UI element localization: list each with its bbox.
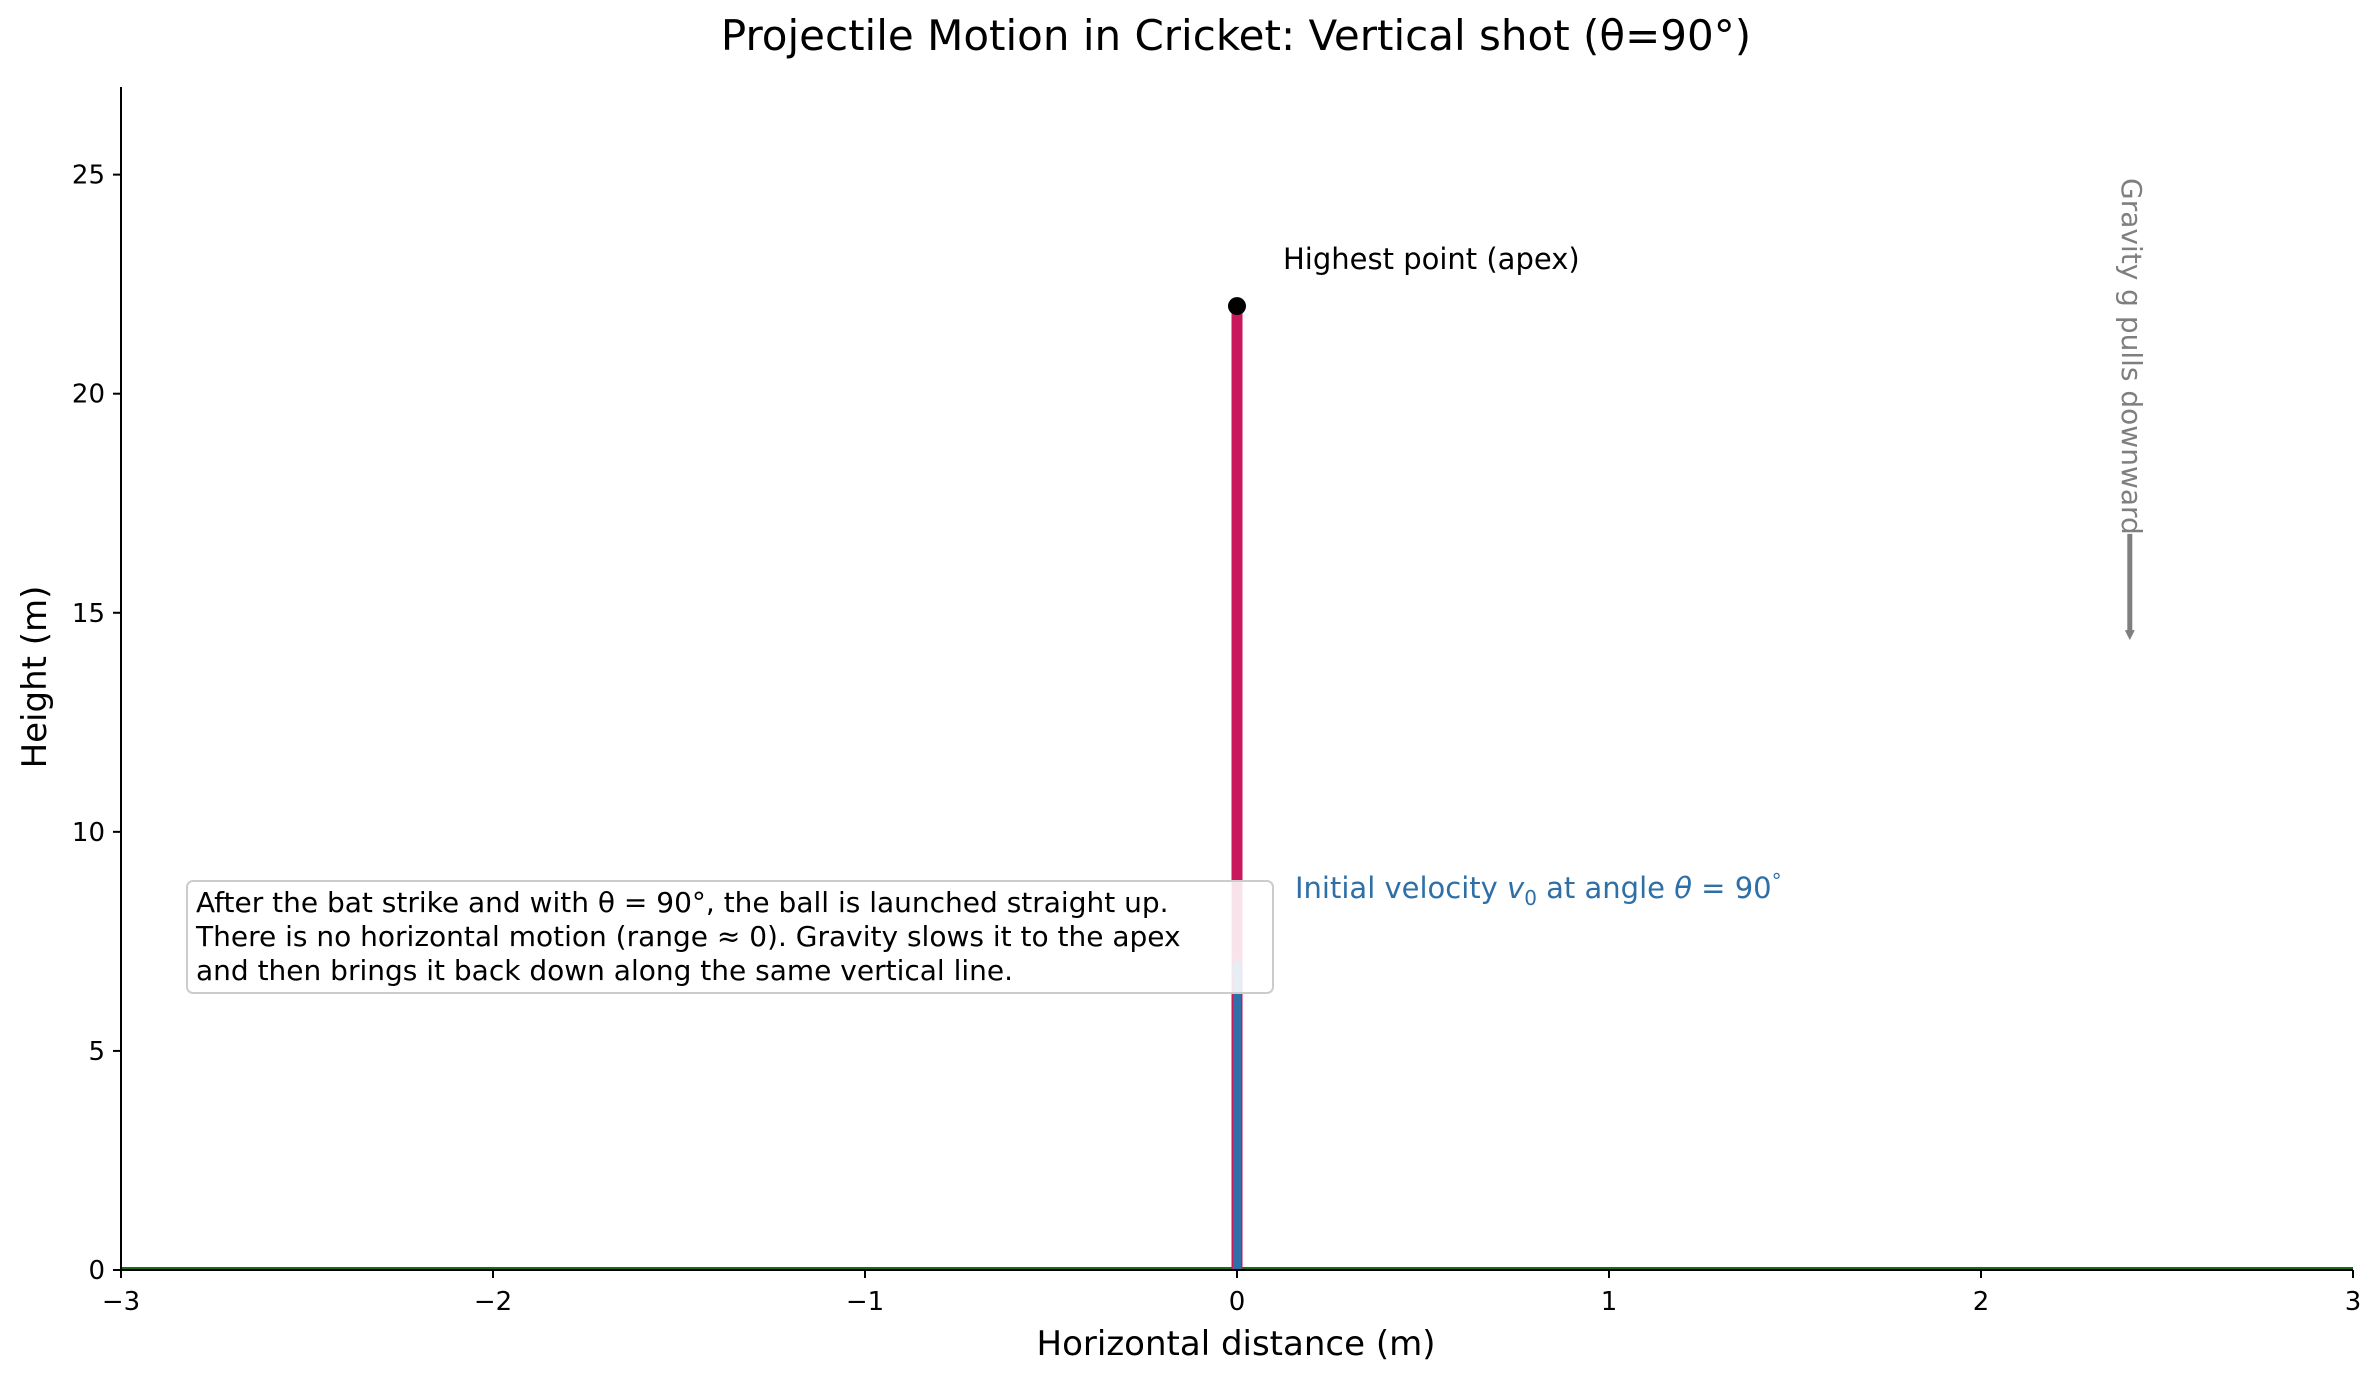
note-line-1: After the bat strike and with θ = 90°, t… — [196, 886, 1169, 919]
x-tick-label: −2 — [474, 1287, 512, 1317]
y-tick-label: 20 — [72, 380, 105, 410]
apex-label: Highest point (apex) — [1283, 242, 1580, 276]
y-axis-label: Height (m) — [15, 586, 55, 769]
y-tick-label: 5 — [88, 1037, 105, 1067]
y-tick-label: 10 — [72, 818, 105, 848]
velocity-label: Initial velocity v0 at angle θ = 90° — [1295, 869, 1782, 910]
note-line-2: There is no horizontal motion (range ≈ 0… — [196, 920, 1181, 953]
x-tick-label: 0 — [1229, 1287, 1246, 1317]
x-tick-label: 3 — [2345, 1287, 2362, 1317]
y-tick-label: 0 — [88, 1256, 105, 1286]
gravity-label: Gravity g pulls downward — [2115, 178, 2148, 535]
x-tick-label: −1 — [846, 1287, 884, 1317]
y-tick-label: 15 — [72, 599, 105, 629]
series-layer — [1228, 297, 2135, 1270]
explanation-note: After the bat strike and with θ = 90°, t… — [186, 880, 1274, 994]
apex-point — [1228, 297, 1246, 316]
ticks-layer: −3 −2 −1 0 1 2 3 0 5 10 15 20 25 — [72, 161, 2361, 1317]
x-tick-label: −3 — [102, 1287, 140, 1317]
x-axis-label: Horizontal distance (m) — [1037, 1324, 1436, 1364]
y-tick-label: 25 — [72, 161, 105, 191]
chart-title: Projectile Motion in Cricket: Vertical s… — [721, 11, 1751, 60]
x-tick-label: 2 — [1973, 1287, 1990, 1317]
note-line-3: and then brings it back down along the s… — [196, 954, 1014, 987]
x-tick-label: 1 — [1601, 1287, 1618, 1317]
